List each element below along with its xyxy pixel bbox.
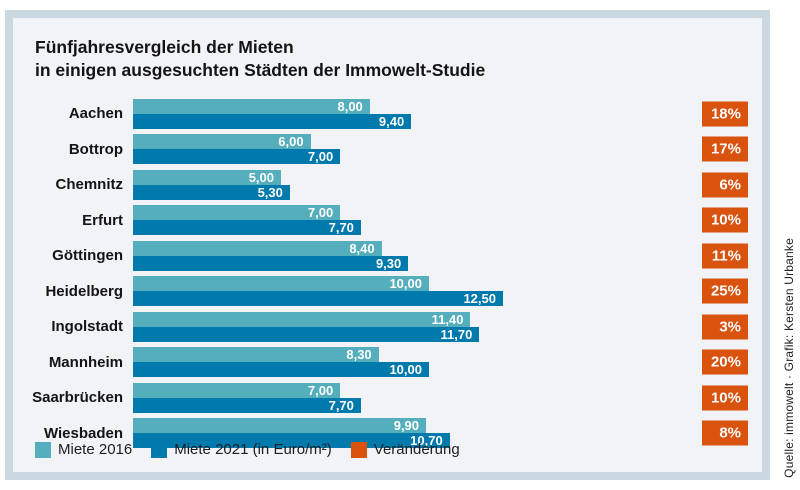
legend-swatch-miete-2016-icon: [35, 441, 51, 458]
bar-value-2021: 5,30: [257, 184, 283, 200]
infographic-frame: Fünfjahresvergleich der Mieten in einige…: [5, 10, 770, 480]
bar-miete-2016: 9,90: [133, 418, 427, 434]
chart-row: Aachen 8,00 9,40 18%: [18, 96, 762, 132]
bar-miete-2016: 8,00: [133, 98, 370, 114]
bar-miete-2021: 11,70: [133, 326, 480, 342]
bar-value-2016: 10,00: [389, 276, 422, 292]
legend-swatch-veraenderung-icon: [350, 441, 367, 458]
bar-miete-2021: 10,70: [133, 433, 450, 449]
chart-title-line1: Fünfjahresvergleich der Mieten: [35, 37, 294, 57]
change-badge: 18%: [702, 101, 748, 127]
legend-swatch-miete-2021-icon: [151, 441, 168, 458]
chart-panel: Fünfjahresvergleich der Mieten in einige…: [13, 18, 762, 472]
bar-value-2021: 7,70: [328, 220, 354, 236]
bar-miete-2021: 5,30: [133, 184, 290, 200]
bar-value-2016: 6,00: [278, 134, 304, 150]
bar-value-2021: 9,30: [375, 255, 402, 271]
bar-miete-2021: 7,70: [133, 220, 361, 236]
change-badge: 20%: [702, 349, 748, 375]
change-badge: 17%: [702, 136, 748, 162]
bar-value-2021: 9,40: [378, 113, 405, 129]
chart-title-line2: in einigen ausgesuchten Städten der Immo…: [35, 60, 486, 81]
city-label: Mannheim: [48, 353, 123, 371]
bar-value-2021: 12,50: [463, 291, 496, 307]
bar-pair: 8,30 10,00: [133, 347, 762, 378]
chart-row: Bottrop 6,00 7,00 17%: [18, 132, 762, 168]
chart-rows: Aachen 8,00 9,40 18% Bottrop 6,00 7,00 1…: [18, 96, 762, 451]
bar-pair: 11,40 11,70: [133, 311, 762, 342]
bar-miete-2016: 8,30: [133, 347, 379, 363]
bar-pair: 10,00 12,50: [133, 276, 762, 307]
bar-value-2021: 11,70: [440, 326, 473, 342]
bar-miete-2021: 7,00: [133, 149, 341, 165]
bar-miete-2016: 7,00: [133, 382, 341, 398]
bar-value-2021: 7,70: [328, 397, 354, 413]
bar-pair: 8,00 9,40: [133, 98, 762, 129]
bar-miete-2016: 8,40: [133, 240, 382, 256]
city-label: Erfurt: [82, 211, 123, 229]
legend-item-miete-2021: Miete 2021 (in Euro/m²): [151, 441, 332, 458]
bar-miete-2016: 7,00: [133, 205, 341, 221]
legend-label: Miete 2021 (in Euro/m²): [174, 441, 332, 458]
legend-item-veraenderung: Veränderung: [350, 441, 460, 458]
legend: Miete 2016 Miete 2021 (in Euro/m²) Verän…: [35, 441, 460, 458]
bar-value-2016: 5,00: [248, 169, 274, 185]
bar-value-2016: 8,00: [337, 98, 363, 114]
city-label: Chemnitz: [55, 176, 124, 194]
change-badge: 3%: [702, 314, 748, 340]
city-label: Wiesbaden: [43, 424, 123, 442]
city-label: Bottrop: [68, 140, 123, 158]
chart-row: Wiesbaden 9,90 10,70 8%: [18, 416, 762, 452]
legend-item-miete-2016: Miete 2016: [35, 441, 132, 458]
bar-value-2016: 7,00: [307, 205, 334, 221]
bar-miete-2016: 10,00: [133, 276, 429, 292]
change-badge: 10%: [702, 207, 748, 233]
change-badge: 10%: [702, 385, 748, 411]
bar-pair: 5,00 5,30: [133, 169, 762, 200]
chart-title: Fünfjahresvergleich der Mieten in einige…: [35, 36, 485, 82]
city-label: Heidelberg: [45, 282, 123, 300]
bar-value-2016: 8,40: [349, 240, 375, 256]
bar-miete-2021: 9,40: [133, 113, 412, 129]
chart-row: Mannheim 8,30 10,00 20%: [18, 345, 762, 381]
bar-miete-2021: 10,00: [133, 362, 429, 378]
chart-row: Chemnitz 5,00 5,30 6%: [18, 167, 762, 203]
bar-pair: 8,40 9,30: [133, 240, 762, 271]
change-badge: 11%: [702, 243, 748, 269]
chart-row: Heidelberg 10,00 12,50 25%: [18, 274, 762, 310]
legend-label: Miete 2016: [58, 441, 133, 458]
bar-miete-2021: 9,30: [133, 255, 409, 271]
city-label: Aachen: [68, 105, 123, 123]
city-label: Saarbrücken: [32, 389, 123, 407]
chart-row: Erfurt 7,00 7,70 10%: [18, 203, 762, 239]
bar-value-2021: 10,70: [410, 433, 443, 449]
bar-pair: 7,00 7,70: [133, 382, 762, 413]
chart-row: Saarbrücken 7,00 7,70 10%: [18, 380, 762, 416]
bar-pair: 7,00 7,70: [133, 205, 762, 236]
bar-miete-2016: 11,40: [133, 311, 471, 327]
chart-row: Göttingen 8,40 9,30 11%: [18, 238, 762, 274]
change-badge: 6%: [702, 172, 748, 198]
chart-row: Ingolstadt 11,40 11,70 3%: [18, 309, 762, 345]
city-label: Ingolstadt: [51, 318, 123, 336]
bar-miete-2021: 7,70: [133, 397, 361, 413]
bar-miete-2016: 6,00: [133, 134, 311, 150]
bar-miete-2016: 5,00: [133, 169, 281, 185]
legend-label: Veränderung: [373, 441, 460, 458]
bar-pair: 9,90 10,70: [133, 418, 762, 449]
change-badge: 8%: [702, 420, 748, 446]
bar-value-2021: 7,00: [307, 149, 334, 165]
source-credit: Quelle: immowelt · Grafik: Kersten Urban…: [782, 238, 796, 478]
bar-value-2016: 7,00: [307, 382, 334, 398]
bar-pair: 6,00 7,00: [133, 134, 762, 165]
bar-value-2016: 11,40: [431, 311, 464, 327]
bar-value-2021: 10,00: [389, 362, 422, 378]
change-badge: 25%: [702, 278, 748, 304]
bar-value-2016: 8,30: [346, 347, 372, 363]
bar-miete-2021: 12,50: [133, 291, 503, 307]
city-label: Göttingen: [52, 247, 123, 265]
bar-value-2016: 9,90: [393, 418, 420, 434]
